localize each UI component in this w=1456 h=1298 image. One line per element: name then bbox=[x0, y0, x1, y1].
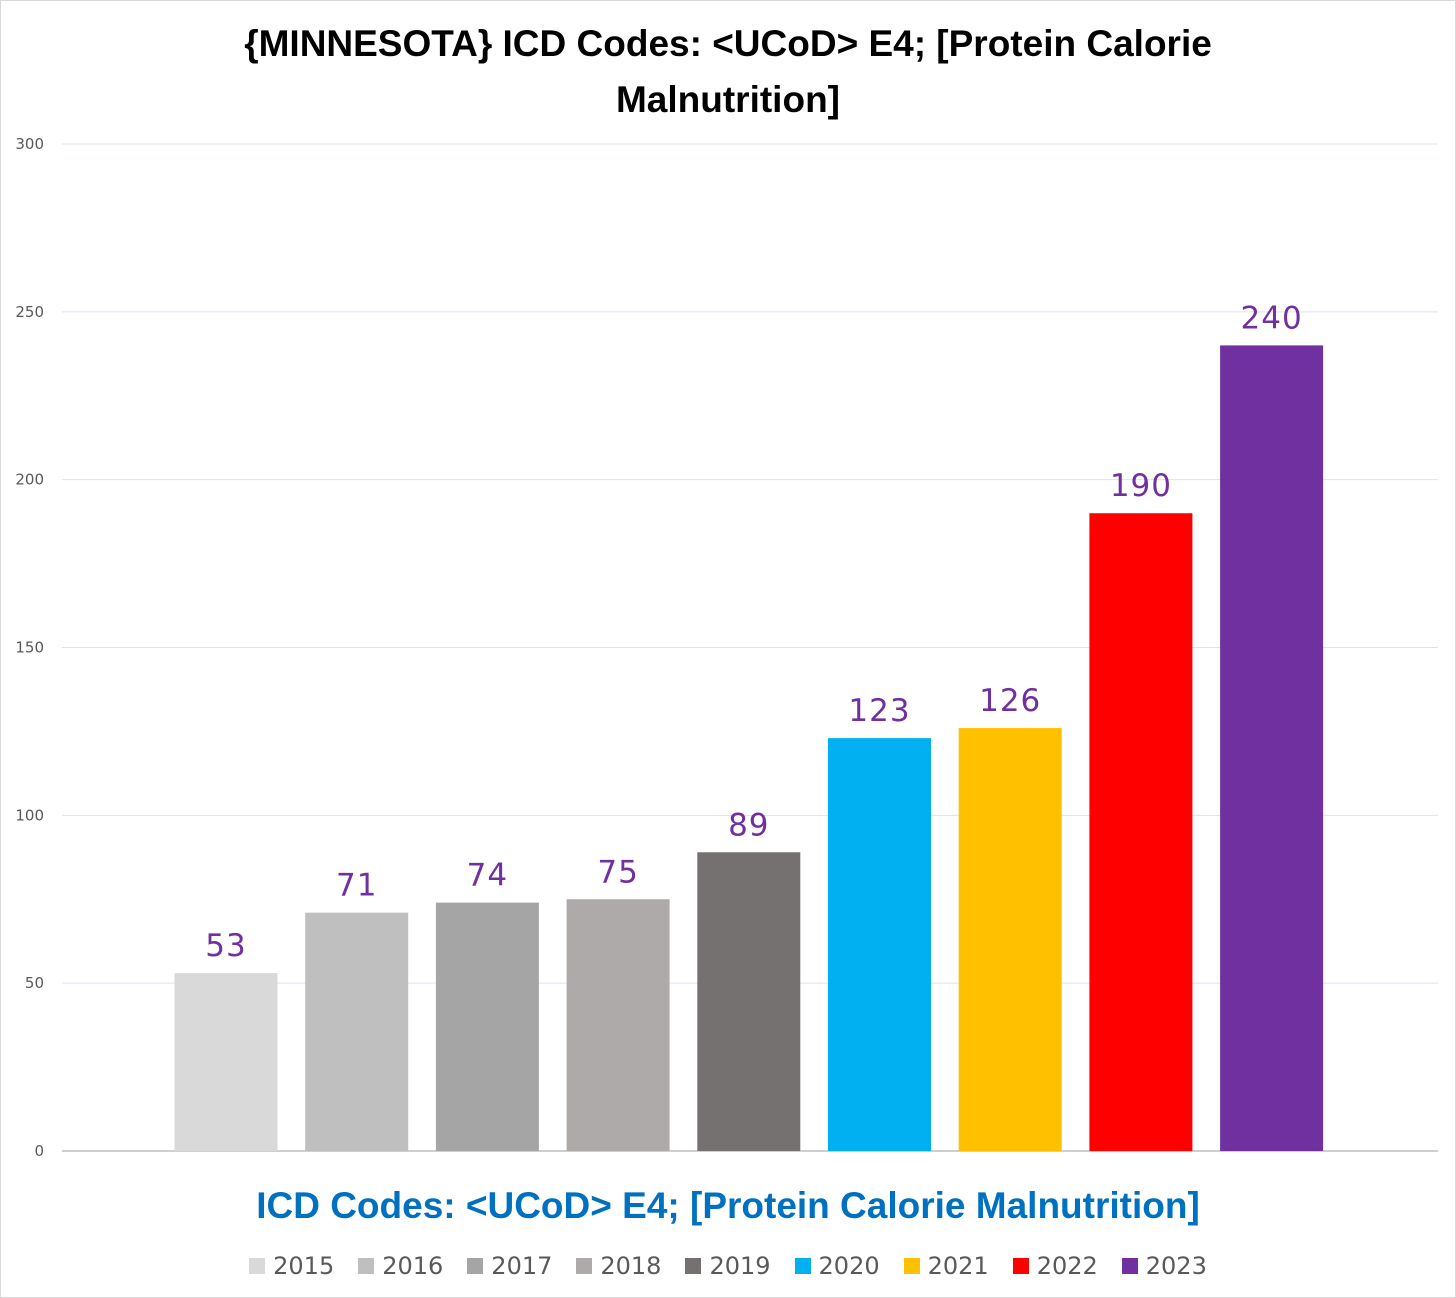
legend-item-2021: 2021 bbox=[903, 1252, 989, 1280]
legend-swatch-2015 bbox=[249, 1258, 266, 1274]
data-label-2020: 123 bbox=[848, 693, 910, 729]
y-tick-label-0: 0 bbox=[34, 1142, 44, 1160]
bar-2018 bbox=[566, 899, 670, 1151]
bar-2017 bbox=[435, 902, 539, 1151]
chart-title: {MINNESOTA} ICD Codes: <UCoD> E4; [Prote… bbox=[244, 23, 1212, 120]
legend-label-2019: 2019 bbox=[709, 1252, 771, 1280]
bar-2020 bbox=[828, 738, 931, 1151]
legend-item-2019: 2019 bbox=[685, 1252, 771, 1280]
bar-2023 bbox=[1220, 345, 1324, 1151]
legend-label-2018: 2018 bbox=[600, 1252, 662, 1280]
legend-item-2020: 2020 bbox=[794, 1252, 880, 1280]
y-tick-label-200: 200 bbox=[15, 471, 44, 489]
legend-swatch-2021 bbox=[903, 1258, 920, 1274]
legend-swatch-2017 bbox=[467, 1258, 484, 1274]
legend-label-2023: 2023 bbox=[1145, 1252, 1207, 1280]
y-tick-label-250: 250 bbox=[15, 303, 44, 321]
y-tick-label-100: 100 bbox=[15, 806, 44, 824]
legend-swatch-2020 bbox=[794, 1258, 811, 1274]
y-tick-label-50: 50 bbox=[25, 974, 44, 992]
bar-2022 bbox=[1089, 513, 1193, 1151]
y-tick-label-300: 300 bbox=[15, 135, 44, 153]
legend-label-2017: 2017 bbox=[491, 1252, 553, 1280]
legend-item-2017: 2017 bbox=[467, 1252, 552, 1280]
bar-2021 bbox=[958, 728, 1062, 1151]
data-label-2022: 190 bbox=[1110, 468, 1172, 504]
data-label-2021: 126 bbox=[979, 683, 1041, 719]
data-label-2019: 89 bbox=[728, 807, 769, 843]
legend-item-2023: 2023 bbox=[1121, 1252, 1207, 1280]
legend-swatch-2018 bbox=[576, 1258, 593, 1274]
legend-swatch-2022 bbox=[1012, 1258, 1029, 1274]
legend-label-2015: 2015 bbox=[273, 1252, 335, 1280]
bar-2019 bbox=[697, 852, 801, 1151]
legend-item-2016: 2016 bbox=[358, 1252, 443, 1280]
x-axis-title: ICD Codes: <UCoD> E4; [Protein Calorie M… bbox=[256, 1185, 1200, 1226]
y-tick-label-150: 150 bbox=[15, 639, 44, 657]
legend-label-2016: 2016 bbox=[382, 1252, 444, 1280]
legend-swatch-2023 bbox=[1121, 1258, 1138, 1274]
legend-label-2022: 2022 bbox=[1036, 1252, 1098, 1280]
legend-label-2020: 2020 bbox=[818, 1252, 880, 1280]
legend-swatch-2019 bbox=[685, 1258, 702, 1274]
legend-swatch-2016 bbox=[358, 1258, 375, 1274]
legend-label-2021: 2021 bbox=[927, 1252, 989, 1280]
data-label-2018: 75 bbox=[597, 854, 638, 890]
legend-item-2018: 2018 bbox=[576, 1252, 661, 1280]
legend-item-2022: 2022 bbox=[1012, 1252, 1098, 1280]
data-label-2015: 53 bbox=[205, 928, 246, 964]
data-label-2016: 71 bbox=[336, 868, 377, 904]
bar-2015 bbox=[174, 973, 278, 1151]
data-label-2023: 240 bbox=[1241, 300, 1303, 336]
data-label-2017: 74 bbox=[467, 858, 508, 894]
legend: 2015 2016 2017 2018 2019 2020 2021 2022 2023 bbox=[0, 1248, 1456, 1284]
bar-2016 bbox=[305, 912, 409, 1151]
legend-item-2015: 2015 bbox=[249, 1252, 334, 1280]
